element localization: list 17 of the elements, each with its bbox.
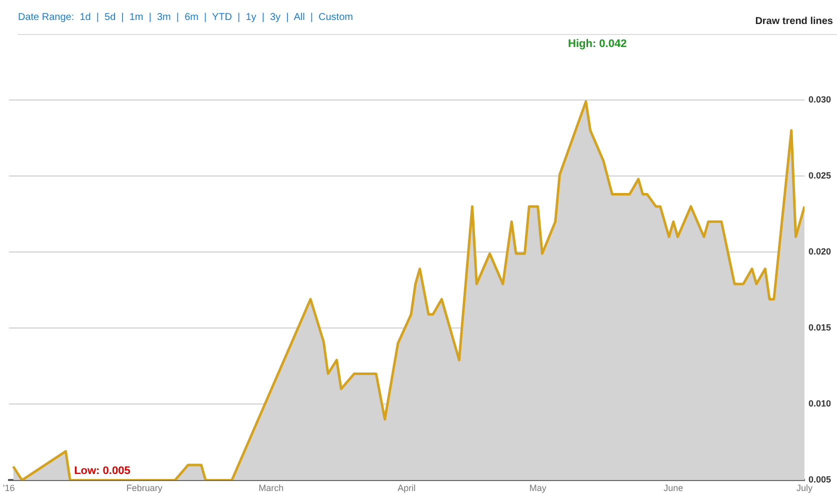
x-tick-label: May	[529, 483, 547, 494]
x-tick-label: March	[258, 483, 284, 494]
y-tick-label: 0.005	[808, 474, 832, 485]
x-tick-label: February	[126, 483, 163, 494]
y-tick-label: 0.015	[808, 322, 832, 333]
text: Date Range: 1d | 5d | 1m | 3m | 6m | YTD | 1y | 3y | All | Custom	[18, 12, 353, 23]
x-tick-label: '16	[2, 483, 15, 494]
y-tick-label: 0.010	[808, 398, 832, 409]
y-tick-label: 0.025	[808, 170, 832, 181]
x-tick-label: July	[796, 483, 813, 494]
y-tick-label: 0.030	[808, 94, 832, 104]
text: High: 0.042	[568, 38, 627, 50]
x-tick-label: June	[664, 483, 684, 494]
text: Draw trend lines	[755, 16, 833, 27]
annotation: Low: 0.005	[74, 465, 130, 478]
y-tick-label: 0.020	[808, 246, 832, 257]
x-tick-label: April	[398, 483, 416, 494]
